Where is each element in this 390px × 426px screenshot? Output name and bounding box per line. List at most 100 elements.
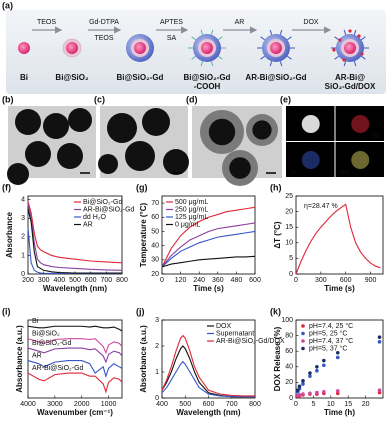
panel-label: (a)	[2, 0, 13, 10]
x-tick-label: 600	[340, 277, 352, 284]
y-tick-label: 1	[155, 369, 159, 376]
eds-signal	[301, 115, 320, 133]
x-tick-label: 240	[193, 277, 205, 284]
data-point	[322, 363, 326, 368]
surface-chain	[287, 55, 292, 60]
data-point	[308, 391, 312, 396]
legend-label: pH=7.4, 25 °C	[309, 322, 353, 330]
x-tick-label: 20	[362, 401, 370, 408]
legend-label: dd H₂O	[83, 214, 107, 221]
data-point	[315, 365, 319, 369]
series-line	[161, 222, 256, 268]
series-line	[161, 360, 255, 398]
dox-dot	[342, 58, 346, 62]
y-axis-label: DOX Release (%)	[273, 326, 282, 391]
y-tick-label: 10	[285, 240, 293, 247]
x-tick-label: 500	[179, 401, 191, 408]
series-line	[27, 325, 123, 332]
x-tick-label: 400	[53, 277, 65, 284]
panel-label: (g)	[136, 182, 148, 192]
data-point	[377, 335, 382, 339]
surface-chain	[361, 55, 366, 60]
legend-label: DOX	[216, 323, 232, 330]
y-tick-label: 40	[151, 242, 159, 249]
step-name: SiO₂-Gd/DOX	[325, 82, 376, 91]
x-tick-label: 360	[212, 277, 224, 284]
step-name: Bi@SiO₂-Gd	[117, 73, 164, 82]
y-tick-label: 20	[151, 271, 159, 278]
reagent: Gd-DTPA	[89, 19, 119, 26]
y-tick-label: 80	[285, 332, 293, 339]
dox-dot	[338, 38, 342, 42]
series-line	[161, 255, 256, 268]
surface-chain	[260, 36, 265, 41]
x-tick-label: 5	[311, 401, 315, 408]
bi-core	[344, 42, 356, 54]
y-tick-label: 40	[285, 364, 293, 371]
legend-label: Bi	[32, 318, 39, 325]
legend-label: pH=5, 25 °C	[309, 329, 347, 337]
legend-label: 250 μg/mL	[175, 206, 208, 213]
y-tick-label: 0	[21, 271, 25, 278]
x-tick-label: 600	[203, 401, 215, 408]
legend-label: Supernatant	[216, 330, 254, 337]
surface-chain	[260, 55, 265, 60]
x-tick-label: 4000	[20, 401, 36, 408]
y-tick-label: 20	[285, 379, 293, 386]
x-tick-label: 120	[175, 277, 187, 284]
surface-chain	[334, 55, 339, 60]
reagent: APTES	[160, 19, 183, 26]
legend-label: pH=7.4, 37 °C	[309, 337, 353, 345]
x-tick-label: 900	[365, 277, 377, 284]
legend-swatch	[301, 339, 305, 343]
step-name: Bi@SiO₂	[55, 73, 89, 82]
y-tick-label: 2	[155, 343, 159, 350]
particle	[43, 113, 69, 139]
surface-chain	[191, 55, 196, 60]
surface-chain	[210, 61, 214, 67]
step-name: Bi	[20, 73, 28, 82]
eds-channel: Bi	[373, 133, 380, 140]
legend-label: AR	[83, 221, 93, 228]
x-tick-label: 700	[100, 277, 112, 284]
surface-chain	[343, 61, 347, 67]
x-axis-label: Wavelength (nm)	[43, 284, 107, 293]
legend-label: Bi@SiO₂	[32, 331, 60, 338]
series-line	[27, 372, 123, 394]
x-tick-label: 480	[231, 277, 243, 284]
eds-channel: Gd	[340, 169, 349, 176]
panel-label: (j)	[136, 306, 145, 316]
y-tick-label: 50	[151, 228, 159, 235]
y-tick-label: 100	[281, 317, 293, 324]
x-tick-label: 1000	[101, 401, 117, 408]
y-tick-label: 30	[151, 257, 159, 264]
x-tick-label: 800	[116, 277, 128, 284]
particle	[142, 108, 170, 136]
data-point	[297, 384, 302, 389]
panel-label: (i)	[2, 306, 11, 316]
dox-dot	[357, 34, 361, 38]
x-axis-label: Wavelength (nm)	[176, 408, 240, 417]
y-tick-label: 4	[21, 197, 25, 204]
legend-swatch	[301, 324, 305, 328]
step-name: AR-Bi@	[335, 73, 365, 82]
plot-frame	[295, 195, 384, 275]
series-line	[295, 203, 381, 275]
x-tick-label: 300	[315, 277, 327, 284]
series-line	[27, 201, 123, 264]
series-line	[27, 208, 122, 274]
reagent: DOX	[303, 19, 319, 26]
data-point	[377, 340, 382, 344]
series-line	[27, 203, 123, 271]
x-axis-label: Wavenumber (cm⁻¹)	[37, 408, 113, 417]
panel-label: (b)	[2, 94, 14, 104]
data-point	[295, 388, 300, 393]
x-axis-label: Time (h)	[324, 408, 355, 417]
y-axis-label: ΔT (°C)	[273, 221, 282, 249]
x-tick-label: 700	[226, 401, 238, 408]
legend-swatch	[301, 331, 305, 336]
panel-label: (h)	[270, 182, 282, 192]
legend-label: 0 μg/mL	[175, 221, 201, 228]
legend-label: AR	[32, 352, 42, 359]
